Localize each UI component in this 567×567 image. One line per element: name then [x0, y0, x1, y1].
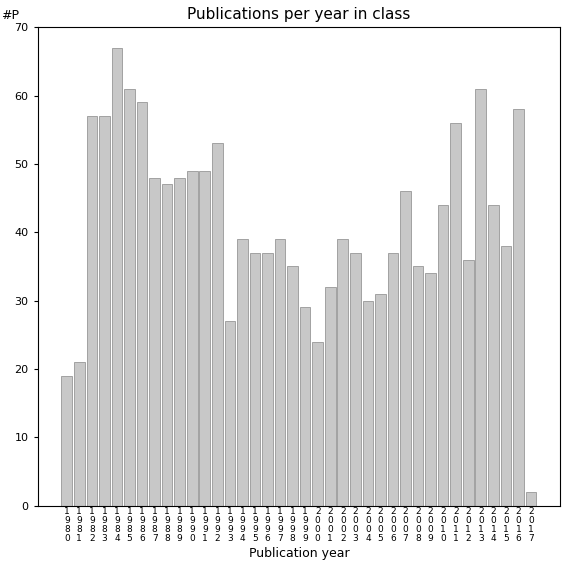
Bar — [212, 143, 223, 506]
Bar — [400, 191, 411, 506]
Text: #P: #P — [1, 10, 19, 23]
Bar — [287, 266, 298, 506]
Bar — [124, 89, 135, 506]
Bar — [175, 177, 185, 506]
Bar — [162, 184, 172, 506]
Bar — [61, 376, 72, 506]
Bar — [149, 177, 160, 506]
Title: Publications per year in class: Publications per year in class — [187, 7, 411, 22]
Bar — [425, 273, 436, 506]
Bar — [513, 109, 524, 506]
Bar — [249, 253, 260, 506]
Bar — [438, 205, 448, 506]
Bar — [225, 321, 235, 506]
Bar — [275, 239, 285, 506]
Bar — [99, 116, 110, 506]
Bar — [476, 89, 486, 506]
Bar — [74, 362, 84, 506]
Bar — [137, 103, 147, 506]
Bar — [362, 301, 373, 506]
Bar — [375, 294, 386, 506]
Bar — [501, 246, 511, 506]
Bar — [112, 48, 122, 506]
Bar — [337, 239, 348, 506]
Bar — [300, 307, 311, 506]
Bar — [187, 171, 197, 506]
Bar — [526, 492, 536, 506]
Bar — [312, 341, 323, 506]
Bar — [87, 116, 97, 506]
Bar — [463, 260, 473, 506]
Bar — [237, 239, 248, 506]
X-axis label: Publication year: Publication year — [248, 547, 349, 560]
Bar — [388, 253, 398, 506]
Bar — [200, 171, 210, 506]
Bar — [325, 287, 336, 506]
Bar — [350, 253, 361, 506]
Bar — [450, 123, 461, 506]
Bar — [488, 205, 498, 506]
Bar — [262, 253, 273, 506]
Bar — [413, 266, 424, 506]
